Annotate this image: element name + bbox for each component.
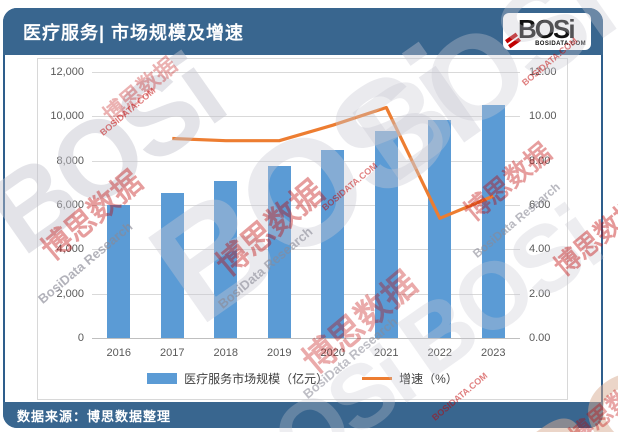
y-tick-left-8,000: 8,000	[56, 154, 84, 167]
growth-line-path	[172, 105, 494, 220]
legend-bar-swatch	[147, 373, 178, 384]
chart-plot-area: 0 0.00 2,000 2.00 4,000 4.00 6,000 6.00 8,000 8.0…	[38, 59, 567, 399]
legend-label-growth-rate: 增速（%）	[399, 372, 458, 386]
growth-line	[172, 105, 494, 220]
logo-text: BOSi	[518, 14, 576, 44]
x-label-2016: 2016	[106, 347, 131, 359]
bar-2016	[107, 205, 131, 338]
gridline-8,000	[92, 160, 520, 162]
y-tick-right-8.00: 8.00	[529, 154, 551, 167]
y-tick-left-2,000: 2,000	[56, 287, 84, 300]
x-label-2021: 2021	[374, 347, 399, 359]
y-tick-left-10,000: 10,000	[50, 110, 84, 123]
y-tick-right-6.00: 6.00	[529, 199, 551, 211]
logo-domain-text: BOSIDATA.COM	[535, 41, 586, 47]
bar-2021	[374, 130, 398, 338]
x-label-2017: 2017	[160, 347, 185, 359]
bar-2023	[481, 105, 505, 339]
gridline-6,000	[92, 205, 520, 206]
chart-panel: 0 0.00 2,000 2.00 4,000 4.00 6,000 6.00 8,000 8.0…	[37, 58, 568, 400]
y-tick-right-10.00: 10.00	[529, 110, 557, 123]
bar-2017	[160, 192, 184, 338]
header-bar: 医疗服务| 市场规模及增速 BOSi BOSIDATA.COM	[3, 8, 603, 55]
x-label-2023: 2023	[481, 347, 506, 359]
y-tick-left-6,000: 6,000	[56, 199, 84, 211]
gridline-2,000	[92, 293, 520, 295]
page-title: 医疗服务| 市场规模及增速	[23, 22, 245, 43]
x-label-2018: 2018	[213, 347, 238, 359]
chart-legend: 医疗服务市场规模（亿元） 增速（%）	[38, 370, 567, 387]
y-tick-right-2.00: 2.00	[529, 287, 551, 300]
gridline-0	[92, 338, 520, 339]
bar-2020	[321, 149, 345, 338]
gridline-12,000	[92, 72, 520, 73]
data-source-text: 数据来源：博思数据整理	[17, 408, 172, 424]
bar-2018	[214, 180, 238, 338]
y-tick-left-4,000: 4,000	[56, 243, 84, 256]
y-tick-left-12,000: 12,000	[50, 66, 84, 78]
bar-2019	[267, 166, 291, 338]
gridline-4,000	[92, 249, 520, 251]
y-tick-right-0.00: 0.00	[529, 332, 551, 344]
gridline-10,000	[92, 116, 520, 118]
legend-label-market-size: 医疗服务市场规模（亿元）	[184, 372, 329, 386]
x-label-2019: 2019	[267, 347, 292, 359]
y-tick-right-4.00: 4.00	[529, 243, 551, 256]
x-label-2022: 2022	[427, 347, 452, 359]
legend-line-swatch	[362, 377, 393, 380]
bar-2022	[428, 119, 452, 338]
bosi-logo: BOSi BOSIDATA.COM	[503, 13, 591, 50]
x-label-2020: 2020	[320, 347, 345, 359]
y-tick-left-0: 0	[77, 332, 84, 344]
footer-bar: 数据来源：博思数据整理	[3, 402, 603, 428]
y-tick-right-12.00: 12.00	[529, 66, 557, 78]
